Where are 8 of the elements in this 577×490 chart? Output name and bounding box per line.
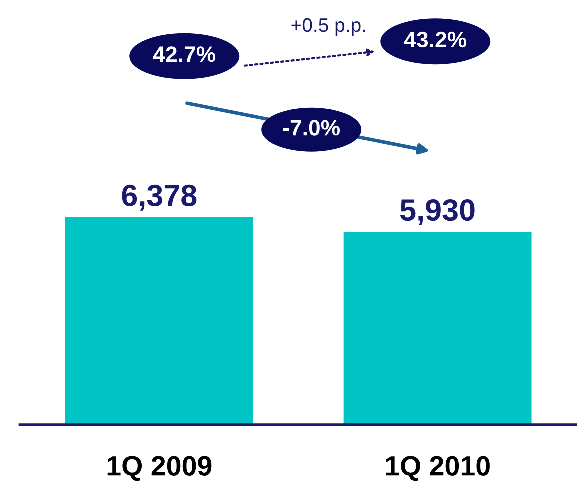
x-tick-label: 1Q 2009 [108,456,212,482]
data-label: 6,378 [122,184,197,211]
data-label: 5,930 [400,199,475,226]
text: +0.5 p.p. [292,18,366,36]
text: -7.0% [283,120,340,136]
text: 43.2% [404,32,467,48]
text: 42.7% [153,46,216,62]
x-tick-label: 1Q 2010 [386,456,490,482]
